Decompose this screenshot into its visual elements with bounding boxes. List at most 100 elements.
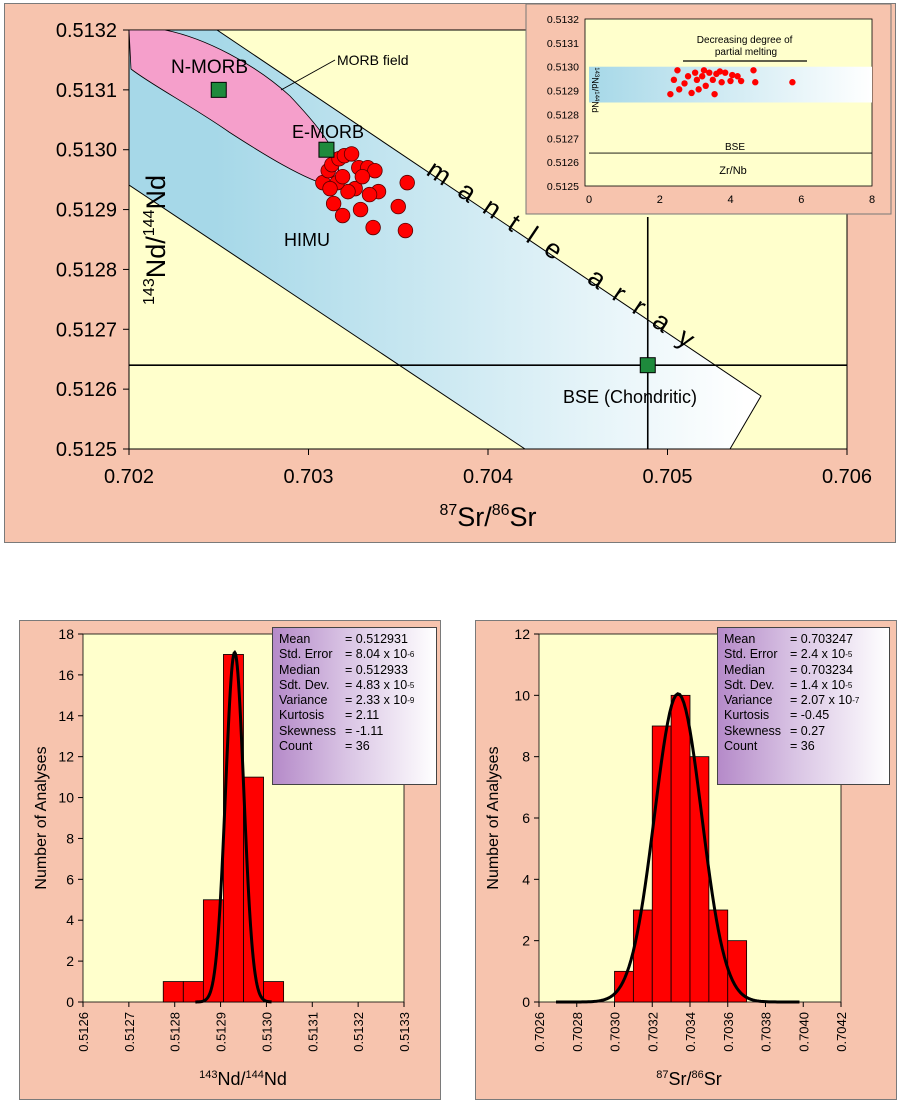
hist-x-tick-label: 0.7030 bbox=[608, 1012, 623, 1052]
hist-y-tick-label: 8 bbox=[522, 749, 530, 765]
stat-row: Mean = 0.703247 bbox=[724, 632, 883, 647]
inset-x-label: Zr/Nb bbox=[719, 165, 747, 177]
hist-x-tick-label: 0.5128 bbox=[168, 1012, 183, 1052]
hist-y-tick-label: 14 bbox=[58, 708, 74, 724]
hist-y-tick-label: 4 bbox=[522, 871, 530, 887]
hist-x-tick-label: 0.7034 bbox=[683, 1012, 698, 1052]
data-point bbox=[354, 168, 371, 185]
hist-x-tick-label: 0.7036 bbox=[721, 1012, 736, 1052]
nd-x-ticks: 0.5126 0.5127 0.5128 0.5129 0.5130 0.5131 0.51… bbox=[76, 1002, 412, 1052]
hist-y-tick-label: 10 bbox=[514, 687, 530, 703]
main-y-tick-label: 0.5132 bbox=[56, 20, 117, 42]
stat-label: Skewness bbox=[724, 723, 781, 738]
data-point bbox=[365, 219, 381, 236]
hist-y-tick-label: 12 bbox=[58, 749, 74, 765]
inset-data-point bbox=[716, 68, 724, 75]
data-point bbox=[322, 180, 338, 197]
inset-annotation-line1: Decreasing degree of bbox=[697, 35, 793, 46]
stat-value: = 1.4 x 10 bbox=[790, 677, 846, 692]
hist-x-tick-label: 0.5130 bbox=[259, 1012, 274, 1052]
inset-data-point bbox=[729, 71, 736, 79]
main-y-tick-label: 0.5129 bbox=[56, 200, 117, 222]
inset-data-point bbox=[718, 79, 725, 86]
stat-exponent: -5 bbox=[845, 650, 853, 660]
main-x-tick-label: 0.703 bbox=[283, 466, 333, 488]
main-y-axis-title: 143Nd/144Nd bbox=[141, 175, 171, 305]
main-y-tick-label: 0.5127 bbox=[56, 319, 117, 341]
hist-y-tick-label: 0 bbox=[66, 994, 74, 1010]
nd-y-ticks: 0 2 4 6 8 10 12 14 16 18 bbox=[58, 626, 83, 1010]
stat-value: = 0.703247 bbox=[790, 632, 853, 646]
inset-x-tick-label: 8 bbox=[869, 194, 875, 206]
inset-data-point bbox=[702, 82, 709, 90]
inset-data-point bbox=[711, 90, 718, 98]
inset-data-point bbox=[734, 73, 741, 80]
stat-label: Sdt. Dev. bbox=[279, 677, 330, 692]
stat-exponent: -5 bbox=[845, 680, 853, 690]
histogram-bar bbox=[670, 694, 691, 1003]
stat-value: = 0.703234 bbox=[790, 662, 853, 677]
hist-x-tick-label: 0.5132 bbox=[351, 1012, 366, 1052]
stat-value: = 36 bbox=[345, 739, 370, 754]
stat-value: = 2.07 x 10 bbox=[790, 693, 853, 708]
hist-y-tick-label: 16 bbox=[58, 667, 74, 683]
hist-x-tick-label: 0.5129 bbox=[214, 1012, 229, 1052]
inset-y-tick-label: 0.5130 bbox=[547, 62, 579, 74]
hist-y-tick-label: 4 bbox=[66, 912, 74, 928]
inset-data-point bbox=[709, 76, 717, 84]
inset-data-point bbox=[750, 67, 757, 74]
inset-data-point bbox=[706, 69, 713, 76]
hist-x-tick-label: 0.5127 bbox=[122, 1012, 137, 1052]
inset-data-point bbox=[681, 80, 688, 87]
inset-x-tick-label: 0 bbox=[586, 194, 592, 206]
stat-row: Std. Error = 2.4 x 10 -5 bbox=[724, 647, 883, 662]
data-point bbox=[325, 195, 342, 212]
data-point bbox=[334, 207, 351, 224]
sr-x-ticks: 0.7026 0.7028 0.7030 0.7032 0.7034 0.7036 0.70… bbox=[532, 1002, 849, 1052]
sr-normal-curve bbox=[555, 692, 800, 1004]
stat-value: = 2.33 x 10 bbox=[345, 693, 408, 708]
hist-x-tick-label: 0.5133 bbox=[397, 1012, 412, 1052]
stat-value: = 8.04 x 10 bbox=[345, 647, 408, 662]
data-point bbox=[397, 222, 414, 239]
main-y-tick-label: 0.5126 bbox=[56, 379, 117, 401]
label-n-morb: N-MORB bbox=[171, 57, 248, 78]
stat-row: Sdt. Dev. = 4.83 x 10 -5 bbox=[279, 678, 430, 693]
hist-x-tick-label: 0.7042 bbox=[834, 1012, 849, 1052]
hist-y-tick-label: 6 bbox=[66, 871, 74, 887]
stat-label: Kurtosis bbox=[724, 708, 770, 723]
stat-label: Median bbox=[724, 662, 765, 677]
inset-data-point bbox=[693, 76, 701, 84]
histogram-bar bbox=[614, 970, 634, 1003]
main-x-tick-label: 0.705 bbox=[642, 466, 692, 488]
histogram-bar bbox=[162, 981, 184, 1003]
sr-x-axis-title: 87Sr/86Sr bbox=[656, 1069, 722, 1089]
hist-y-tick-label: 0 bbox=[522, 994, 530, 1010]
inset-data-point bbox=[789, 79, 796, 86]
inset-data-point bbox=[684, 73, 692, 80]
inset-data-point bbox=[674, 67, 681, 74]
stat-value: = 4.83 x 10 bbox=[345, 677, 408, 692]
sr-y-ticks: 0 2 4 6 8 10 12 bbox=[514, 626, 539, 1010]
stat-row: Variance = 2.33 x 10 -9 bbox=[279, 693, 430, 708]
data-point bbox=[334, 168, 351, 185]
reference-markers bbox=[210, 81, 656, 374]
stat-value: = 0.512931 bbox=[345, 632, 408, 646]
nd-normal-curve bbox=[195, 649, 272, 1004]
inset-x-tick-label: 6 bbox=[798, 194, 804, 206]
nd-x-axis-title: 143Nd/144Nd bbox=[199, 1069, 287, 1089]
main-x-ticks: 0.702 0.703 0.704 0.705 0.706 bbox=[104, 449, 872, 488]
inset-y-label: 143Nd/144Nd bbox=[590, 67, 600, 113]
stat-label: Kurtosis bbox=[279, 708, 325, 723]
stat-row: Skewness = 0.27 bbox=[724, 724, 883, 739]
hist-y-tick-label: 2 bbox=[66, 953, 74, 969]
inset-data-points bbox=[667, 67, 796, 98]
inset-bse-label: BSE bbox=[725, 142, 745, 153]
stat-value: = 36 bbox=[790, 739, 815, 754]
reference-marker bbox=[318, 141, 335, 158]
sr-y-axis-title: Number of Analyses bbox=[485, 746, 502, 889]
inset-y-tick-label: 0.5127 bbox=[547, 133, 579, 145]
stat-row: Sdt. Dev. = 1.4 x 10 -5 bbox=[724, 678, 883, 693]
data-point bbox=[340, 183, 356, 200]
stat-label: Mean bbox=[724, 632, 756, 646]
